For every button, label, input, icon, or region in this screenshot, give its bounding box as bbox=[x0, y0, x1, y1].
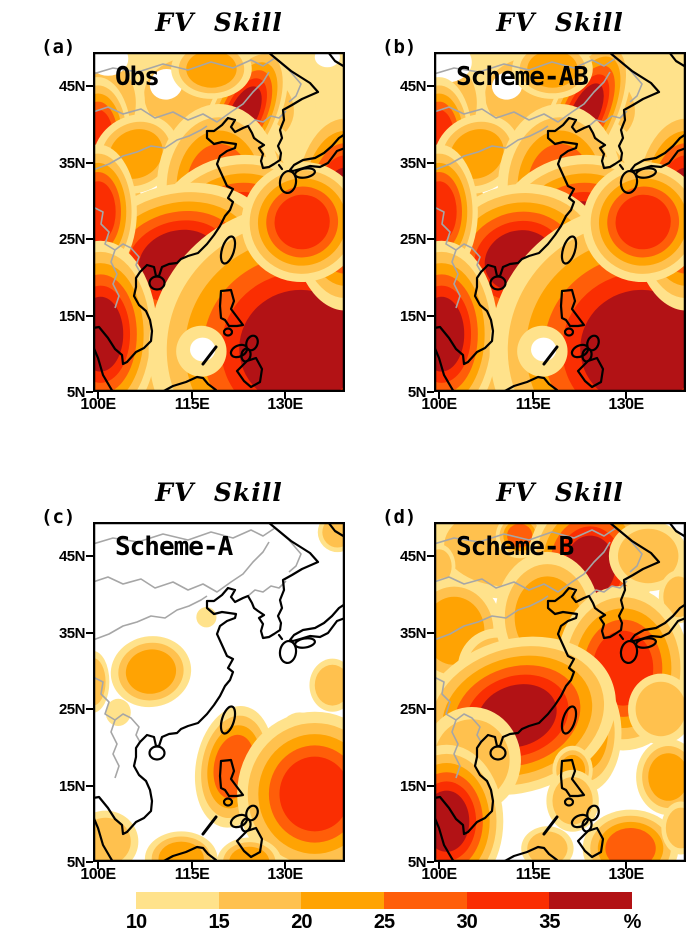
y-tick-mark bbox=[427, 708, 434, 710]
x-tick-label: 130E bbox=[608, 866, 644, 883]
panel-c: FV Skill (c) Scheme-A 45N 35N 25N 15N 5N 100E… bbox=[33, 478, 363, 938]
x-tick-mark bbox=[532, 392, 535, 399]
panel-d-title: FV Skill bbox=[496, 478, 624, 507]
map-canvas-a bbox=[93, 52, 345, 392]
y-tick-label: 45N bbox=[399, 78, 427, 95]
x-tick-mark bbox=[532, 862, 535, 869]
y-tick-mark bbox=[427, 861, 434, 863]
y-tick-label: 25N bbox=[58, 701, 86, 718]
x-tick-label: 130E bbox=[608, 396, 644, 413]
y-tick-label: 25N bbox=[58, 231, 86, 248]
colorbar-unit-label: % bbox=[623, 911, 642, 933]
y-tick-label: 45N bbox=[58, 548, 86, 565]
y-tick-label: 15N bbox=[58, 307, 86, 325]
colorbar-tick-label: 20 bbox=[291, 911, 312, 933]
panel-a-map-label: Obs bbox=[115, 62, 160, 92]
y-tick-mark bbox=[427, 238, 434, 240]
colorbar-segment bbox=[466, 892, 550, 909]
colorbar-tick-label: 25 bbox=[373, 911, 395, 933]
x-tick-mark bbox=[97, 862, 100, 869]
colorbar-tick-label: 10 bbox=[125, 911, 147, 933]
x-tick-mark bbox=[438, 392, 441, 399]
y-tick-mark bbox=[86, 555, 93, 557]
y-tick-label: 35N bbox=[399, 624, 427, 642]
y-tick-mark bbox=[427, 161, 434, 164]
panel-b-title: FV Skill bbox=[496, 8, 624, 37]
x-tick-label: 100E bbox=[421, 866, 457, 883]
colorbar-segment bbox=[549, 892, 633, 909]
y-tick-mark bbox=[86, 238, 93, 240]
map-canvas-b bbox=[434, 52, 686, 392]
colorbar-segment bbox=[136, 892, 220, 909]
panel-c-title: FV Skill bbox=[155, 478, 283, 507]
y-tick-mark bbox=[86, 161, 93, 164]
x-tick-mark bbox=[438, 862, 441, 869]
x-tick-label: 100E bbox=[80, 866, 116, 883]
y-tick-label: 5N bbox=[407, 854, 427, 871]
y-tick-mark bbox=[86, 85, 93, 87]
colorbar-segment bbox=[384, 892, 468, 909]
panel-d-map-label: Scheme-B bbox=[456, 532, 574, 562]
x-tick-mark bbox=[97, 392, 100, 399]
colorbar-tick-label: 30 bbox=[456, 911, 478, 933]
y-tick-mark bbox=[86, 391, 93, 393]
y-tick-mark bbox=[427, 555, 434, 557]
y-tick-mark bbox=[427, 391, 434, 393]
map-canvas-c bbox=[93, 522, 345, 862]
x-tick-mark bbox=[284, 392, 287, 399]
x-tick-label: 115E bbox=[174, 866, 210, 883]
y-tick-mark bbox=[86, 314, 93, 317]
panel-b-letter: (b) bbox=[382, 36, 417, 58]
panel-b-map-label: Scheme-AB bbox=[456, 62, 589, 92]
y-tick-mark bbox=[427, 784, 434, 787]
colorbar-segment bbox=[218, 892, 302, 909]
y-tick-label: 15N bbox=[58, 777, 86, 795]
y-tick-label: 25N bbox=[399, 231, 427, 248]
y-tick-mark bbox=[86, 708, 93, 710]
panel-c-map-label: Scheme-A bbox=[115, 532, 233, 562]
y-tick-label: 5N bbox=[66, 384, 86, 401]
panel-d-letter: (d) bbox=[382, 506, 417, 528]
colorbar: 10 15 20 25 30 35% bbox=[126, 892, 641, 938]
panel-a: FV Skill (a) Obs 45N 35N 25N 15N 5N 100E 115E 1… bbox=[33, 8, 363, 478]
panel-b: FV Skill (b) Scheme-AB 45N 35N 25N 15N 5N 100… bbox=[374, 8, 700, 478]
y-tick-label: 5N bbox=[407, 384, 427, 401]
x-tick-mark bbox=[625, 392, 628, 399]
x-tick-mark bbox=[625, 862, 628, 869]
x-tick-label: 115E bbox=[515, 866, 551, 883]
panel-a-title: FV Skill bbox=[155, 8, 283, 37]
y-tick-mark bbox=[427, 631, 434, 634]
map-canvas-d bbox=[434, 522, 686, 862]
y-tick-label: 45N bbox=[399, 548, 427, 565]
y-tick-mark bbox=[427, 85, 434, 87]
colorbar-segment bbox=[301, 892, 385, 909]
x-tick-label: 100E bbox=[80, 396, 116, 413]
panel-d: FV Skill (d) Scheme-B 45N 35N 25N 15N 5N 100E… bbox=[374, 478, 700, 938]
y-tick-mark bbox=[427, 314, 434, 317]
x-tick-label: 130E bbox=[267, 866, 303, 883]
y-tick-label: 35N bbox=[399, 154, 427, 172]
y-tick-label: 35N bbox=[58, 624, 86, 642]
y-tick-label: 5N bbox=[66, 854, 86, 871]
x-tick-label: 115E bbox=[515, 396, 551, 413]
y-tick-label: 35N bbox=[58, 154, 86, 172]
x-tick-label: 115E bbox=[174, 396, 210, 413]
x-tick-label: 130E bbox=[267, 396, 303, 413]
y-tick-mark bbox=[86, 861, 93, 863]
x-tick-label: 100E bbox=[421, 396, 457, 413]
x-tick-mark bbox=[191, 862, 194, 869]
x-tick-mark bbox=[284, 862, 287, 869]
y-tick-label: 25N bbox=[399, 701, 427, 718]
x-tick-mark bbox=[191, 392, 194, 399]
colorbar-tick-label: 35 bbox=[539, 911, 560, 933]
y-tick-mark bbox=[86, 631, 93, 634]
colorbar-tick-label: 15 bbox=[208, 911, 230, 933]
y-tick-label: 15N bbox=[399, 777, 427, 795]
y-tick-label: 15N bbox=[399, 307, 427, 325]
y-tick-label: 45N bbox=[58, 78, 86, 95]
panel-c-letter: (c) bbox=[41, 506, 76, 528]
y-tick-mark bbox=[86, 784, 93, 787]
panel-a-letter: (a) bbox=[41, 36, 76, 58]
